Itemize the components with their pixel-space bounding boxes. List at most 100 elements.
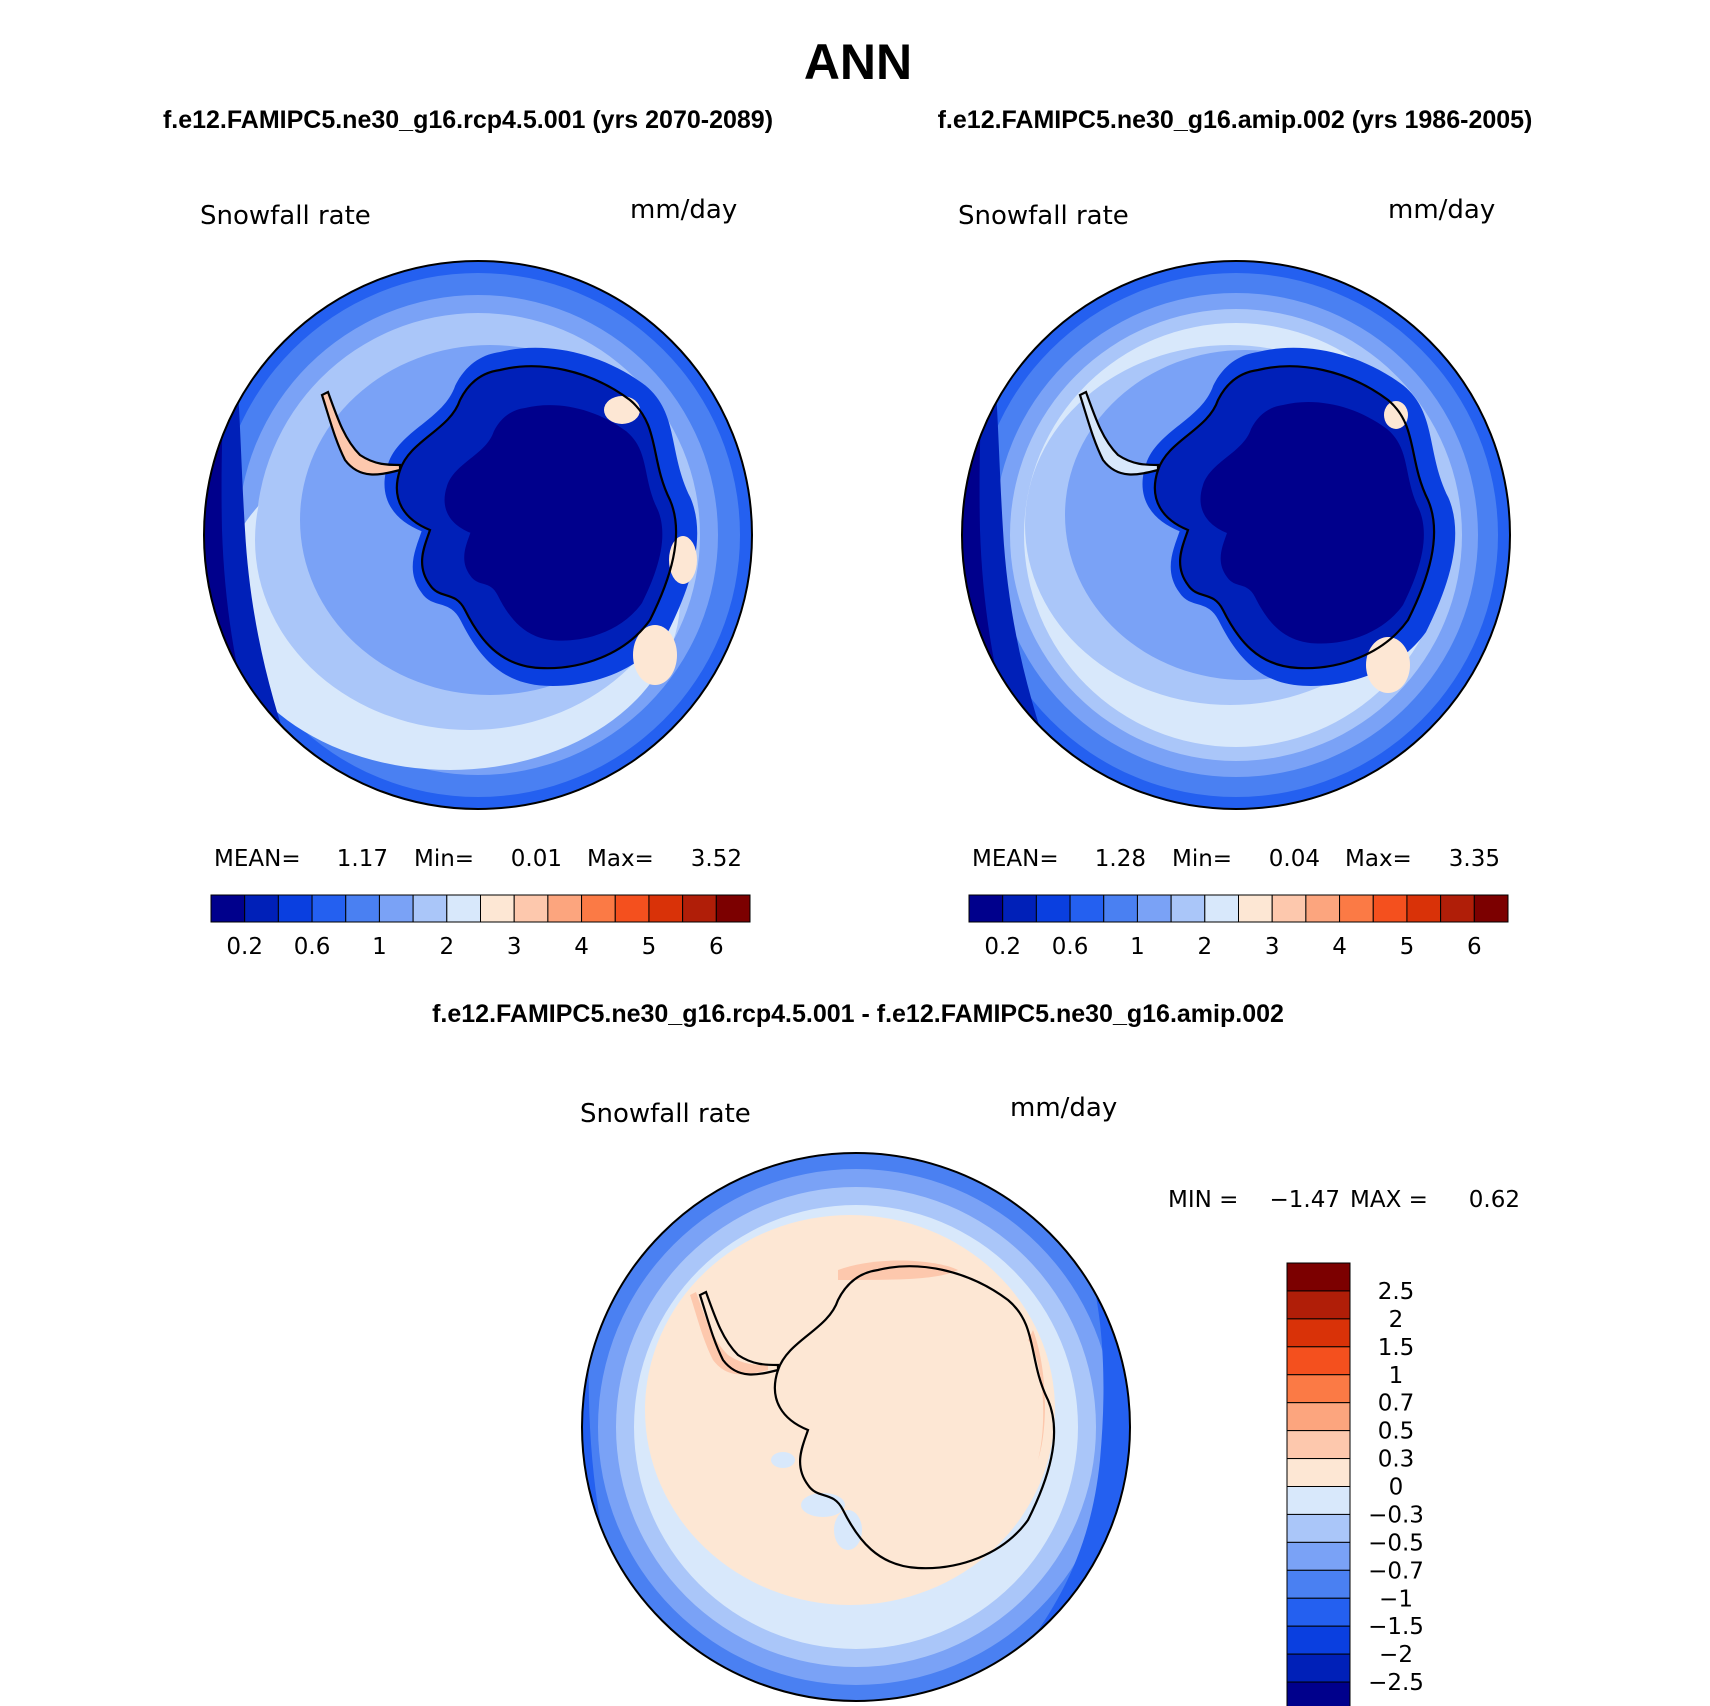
colorbar-swatch-test (581, 894, 616, 923)
colorbar-swatch-difference (1286, 1458, 1351, 1487)
colorbar-swatch-control (968, 894, 1004, 923)
colorbar-tick-label-control: 1 (1130, 934, 1145, 960)
colorbar-tick-label-control: 6 (1467, 934, 1482, 960)
stats-line-test: MEAN= 1.17 Min= 0.01 Max= 3.52 (214, 846, 742, 872)
min-label-control: Min= (1172, 846, 1232, 872)
colorbar-tick-label-difference: 0 (1389, 1475, 1404, 1501)
diff-min-label: MIN = (1168, 1187, 1238, 1213)
colorbar-swatch-test (277, 894, 313, 923)
colorbar-tick-label-difference: 2 (1389, 1307, 1404, 1333)
diff-max-label: MAX = (1350, 1187, 1428, 1213)
max-value-control: 3.35 (1449, 846, 1500, 872)
colorbar-tick-label-difference: 0.7 (1378, 1391, 1415, 1417)
colorbar-swatch-test (244, 894, 279, 923)
colorbar-tick-label-difference: −2 (1379, 1642, 1413, 1668)
colorbar-swatch-control (1305, 894, 1341, 923)
colorbar-tick-label-difference: −0.3 (1368, 1502, 1424, 1528)
difference-minmax: MIN = −1.47 MAX = 0.62 (1168, 1187, 1520, 1213)
colorbar-tick-label-difference: −0.5 (1368, 1530, 1424, 1556)
map-boundary-control (961, 260, 1511, 810)
colorbar-swatch-difference (1286, 1569, 1351, 1599)
colorbar-swatch-difference (1286, 1653, 1351, 1683)
map-panel-difference: f.e12.FAMIPC5.ne30_g16.rcp4.5.001 - f.e1… (432, 1000, 1520, 1706)
panel-case-label-test: f.e12.FAMIPC5.ne30_g16.rcp4.5.001 (yrs 2… (163, 106, 773, 134)
max-value-test: 3.52 (691, 846, 742, 872)
colorbar-swatch-difference (1286, 1513, 1351, 1543)
colorbar-swatch-difference (1286, 1430, 1351, 1460)
colorbar-swatch-difference (1286, 1681, 1351, 1706)
variable-label-difference: Snowfall rate (580, 1099, 751, 1129)
colorbar-swatch-difference (1286, 1625, 1351, 1655)
colorbar-swatch-control (1406, 894, 1442, 923)
units-label-difference: mm/day (1010, 1093, 1117, 1123)
colorbar-swatch-control (1339, 894, 1374, 923)
colorbar-swatch-test (311, 894, 347, 923)
colorbar-swatch-difference (1286, 1290, 1351, 1320)
map-boundary-difference (581, 1152, 1131, 1702)
colorbar-test: 0.2 0.6 1 2 3 4 5 6 (210, 894, 751, 960)
colorbar-tick-label-test: 3 (507, 934, 522, 960)
polar-map-control (962, 261, 1510, 809)
mean-value-test: 1.17 (337, 846, 388, 872)
colorbar-swatch-difference (1286, 1486, 1351, 1515)
colorbar-tick-label-difference: 0.5 (1378, 1419, 1415, 1445)
colorbar-swatch-test (614, 894, 650, 923)
colorbar-swatch-difference (1286, 1346, 1351, 1376)
panel-case-label-control: f.e12.FAMIPC5.ne30_g16.amip.002 (yrs 198… (938, 106, 1533, 134)
colorbar-tick-label-control: 3 (1265, 934, 1280, 960)
colorbar-tick-label-difference: 1 (1389, 1363, 1404, 1389)
colorbar-tick-label-difference: 0.3 (1378, 1447, 1415, 1473)
colorbar-swatch-control (1103, 894, 1138, 923)
min-value-control: 0.04 (1269, 846, 1320, 872)
colorbar-tick-label-difference: 2.5 (1378, 1279, 1415, 1305)
colorbar-tick-label-test: 4 (574, 934, 589, 960)
variable-label-test: Snowfall rate (200, 201, 371, 231)
min-value-test: 0.01 (511, 846, 562, 872)
colorbar-difference: 2.521.510.70.50.30−0.3−0.5−0.7−1−1.5−2−2… (1286, 1262, 1424, 1706)
mean-value-control: 1.28 (1095, 846, 1146, 872)
colorbar-swatch-test (715, 894, 751, 923)
colorbar-swatch-control (1069, 894, 1105, 923)
polar-map-test (204, 261, 752, 809)
colorbar-swatch-control (1170, 894, 1206, 923)
colorbar-swatch-control (1035, 894, 1071, 923)
colorbar-swatch-test (446, 894, 481, 923)
colorbar-tick-label-test: 5 (642, 934, 657, 960)
colorbar-swatch-control (1136, 894, 1172, 923)
colorbar-swatch-test (513, 894, 549, 923)
map-panel-control: Snowfall rate mm/day (958, 195, 1511, 960)
max-label-test: Max= (587, 846, 654, 872)
units-label-control: mm/day (1388, 195, 1495, 225)
difference-title: f.e12.FAMIPC5.ne30_g16.rcp4.5.001 - f.e1… (432, 1000, 1284, 1028)
colorbar-tick-label-test: 1 (372, 934, 387, 960)
colorbar-swatch-control (1002, 894, 1037, 923)
colorbar-swatch-test (378, 894, 414, 923)
colorbar-tick-label-control: 0.6 (1052, 934, 1089, 960)
mean-label-control: MEAN= (972, 846, 1059, 872)
colorbar-swatch-test (480, 894, 515, 923)
colorbar-swatch-difference (1286, 1318, 1351, 1348)
colorbar-swatch-test (345, 894, 380, 923)
colorbar-swatch-control (1473, 894, 1509, 923)
colorbar-tick-label-test: 0.6 (294, 934, 331, 960)
variable-label-control: Snowfall rate (958, 201, 1129, 231)
polar-map-difference (582, 1153, 1130, 1701)
mean-label-test: MEAN= (214, 846, 301, 872)
colorbar-control: 0.2 0.6 1 2 3 4 5 6 (968, 894, 1509, 960)
stats-line-control: MEAN= 1.28 Min= 0.04 Max= 3.35 (972, 846, 1500, 872)
colorbar-tick-label-difference: −2.5 (1368, 1670, 1424, 1696)
page-title: ANN (804, 34, 912, 90)
colorbar-tick-label-test: 6 (709, 934, 724, 960)
colorbar-tick-label-test: 0.2 (226, 934, 263, 960)
colorbar-tick-label-difference: −1.5 (1368, 1614, 1424, 1640)
max-label-control: Max= (1345, 846, 1412, 872)
colorbar-swatch-difference (1286, 1374, 1351, 1404)
map-boundary-test (203, 260, 753, 810)
colorbar-swatch-control (1271, 894, 1307, 923)
colorbar-swatch-control (1372, 894, 1408, 923)
colorbar-tick-label-control: 2 (1197, 934, 1212, 960)
colorbar-tick-label-control: 5 (1400, 934, 1415, 960)
colorbar-tick-label-difference: 1.5 (1378, 1335, 1415, 1361)
colorbar-swatch-difference (1286, 1541, 1351, 1571)
